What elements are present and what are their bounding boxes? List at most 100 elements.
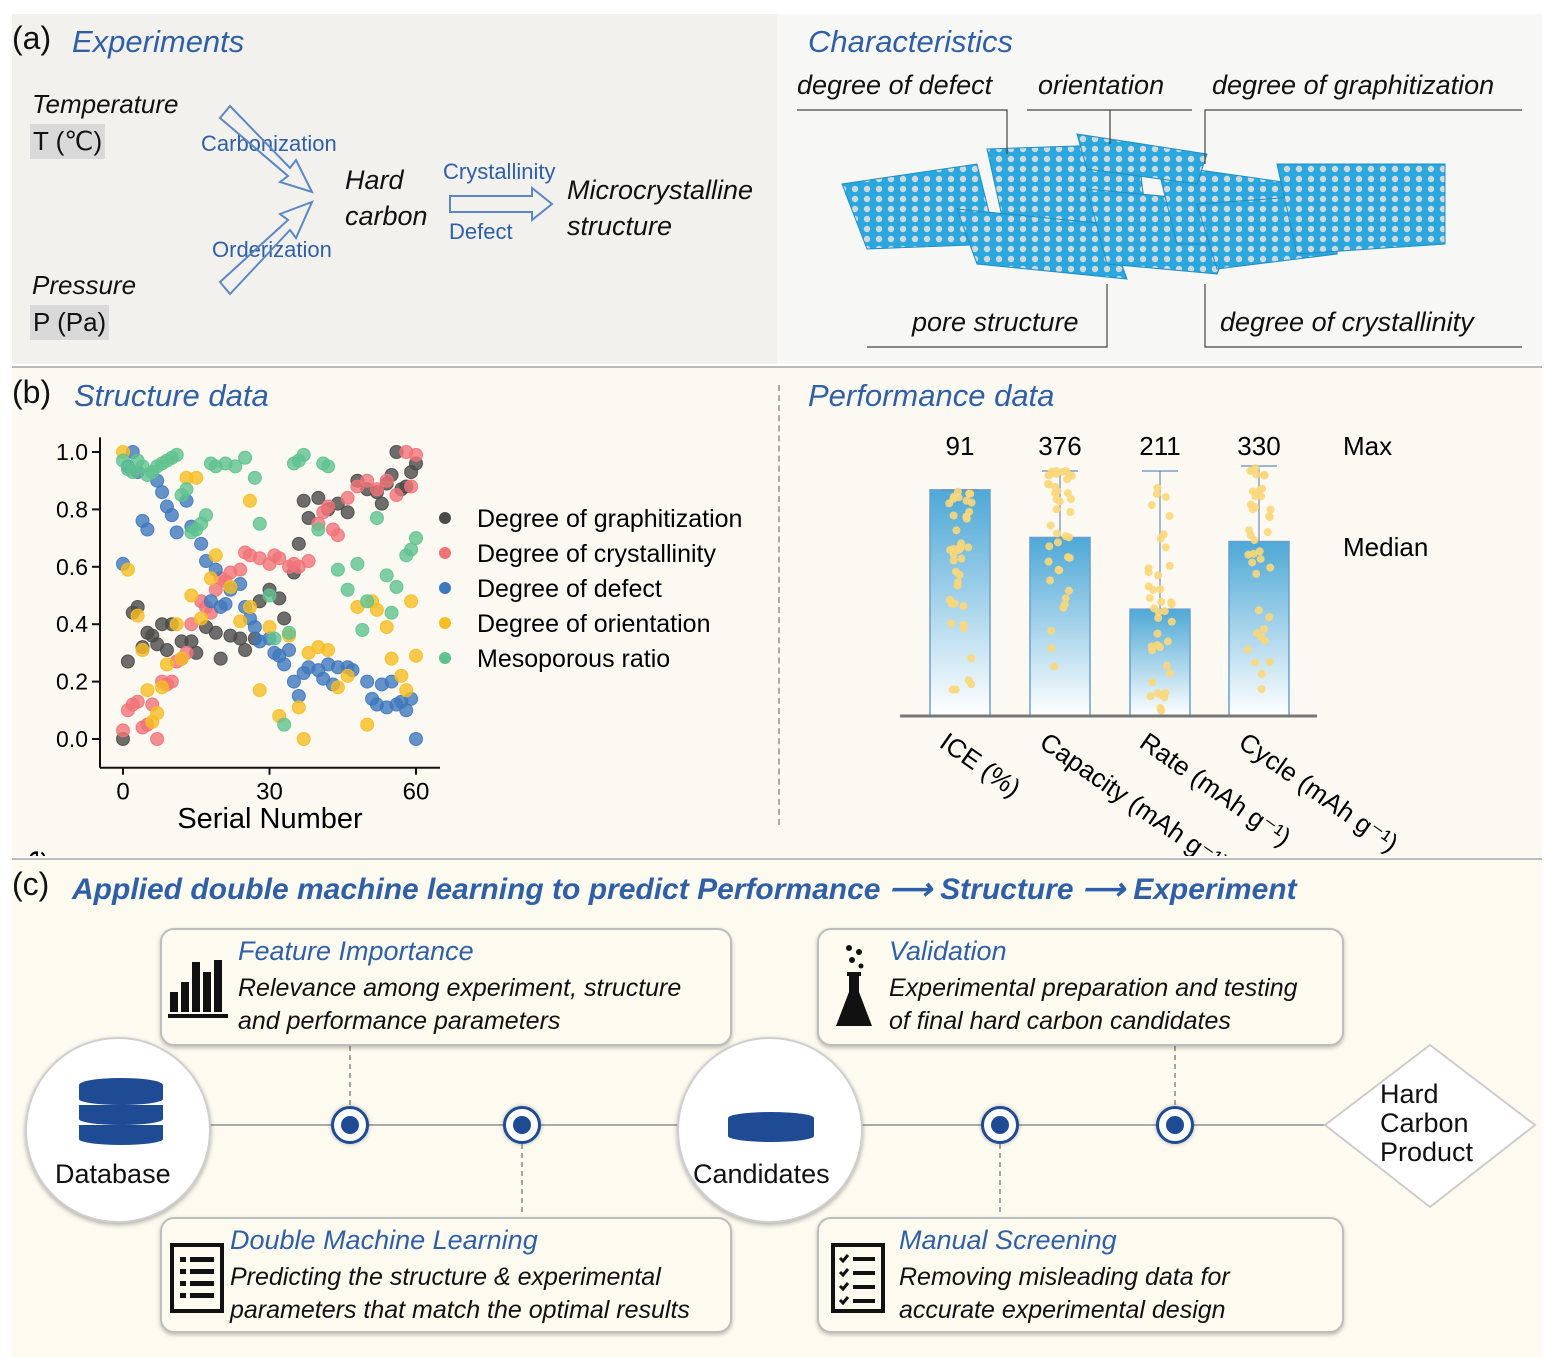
jitter-point xyxy=(1055,566,1064,575)
jitter-point xyxy=(1147,501,1156,510)
jitter-point xyxy=(1044,557,1053,566)
data-point xyxy=(218,597,233,612)
jitter-point xyxy=(966,489,975,498)
data-point xyxy=(140,683,155,698)
data-point xyxy=(399,683,414,698)
structure-scatter-chart: 0.0 0.2 0.4 0.6 0.8 1.0 0 30 60 Serial Number Norm… xyxy=(20,437,742,856)
data-point xyxy=(409,732,423,746)
jitter-point xyxy=(1050,662,1059,671)
jitter-point xyxy=(1266,505,1275,514)
jitter-point xyxy=(1053,538,1062,547)
data-point xyxy=(394,668,409,683)
workflow-node-screening xyxy=(981,1106,1019,1144)
data-point xyxy=(140,522,155,537)
data-point xyxy=(233,562,248,577)
pressure-label: Pressure xyxy=(32,270,137,300)
structure-data-title: Structure data xyxy=(74,378,269,413)
jitter-point xyxy=(1047,644,1056,653)
screening-line-2: accurate experimental design xyxy=(899,1296,1226,1324)
crystallinity-arrow-icon xyxy=(449,185,554,223)
y-tick-label: 0.0 xyxy=(56,726,88,752)
panel-a xyxy=(12,14,777,364)
jitter-point xyxy=(1250,536,1259,545)
jitter-point xyxy=(1148,646,1157,655)
validation-line-1: Experimental preparation and testing xyxy=(889,974,1298,1002)
product-label-1: Hard xyxy=(1380,1079,1439,1109)
jitter-point xyxy=(1047,626,1056,635)
jitter-point xyxy=(949,494,958,503)
jitter-point xyxy=(1144,582,1153,591)
jitter-point xyxy=(1152,489,1161,498)
char-label-pore: pore structure xyxy=(912,307,1079,337)
data-point xyxy=(369,511,384,526)
jitter-point xyxy=(1153,483,1162,492)
jitter-point xyxy=(1252,569,1261,578)
jitter-point xyxy=(1044,479,1053,488)
data-point xyxy=(369,482,384,497)
data-point xyxy=(296,447,311,462)
jitter-point xyxy=(1251,503,1260,512)
data-point xyxy=(384,651,399,666)
jitter-point xyxy=(1254,606,1263,615)
screening-title: Manual Screening xyxy=(899,1225,1117,1255)
data-point xyxy=(150,732,165,746)
data-point xyxy=(291,536,306,551)
jitter-point xyxy=(1167,617,1176,626)
data-point xyxy=(291,700,306,715)
crystallinity-label: Crystallinity xyxy=(443,159,556,184)
jitter-point xyxy=(951,685,960,694)
data-point xyxy=(404,479,419,494)
database-icon xyxy=(79,1078,163,1145)
jitter-point xyxy=(1257,633,1266,642)
jitter-point xyxy=(1255,486,1264,495)
validation-box: Validation Experimental preparation and … xyxy=(817,928,1344,1046)
jitter-point xyxy=(1266,563,1275,572)
data-point xyxy=(199,508,214,523)
jitter-point xyxy=(962,496,971,505)
jitter-point xyxy=(1154,571,1163,580)
data-point xyxy=(203,571,218,586)
data-point xyxy=(311,522,326,537)
data-point xyxy=(252,683,267,698)
data-point xyxy=(130,694,145,709)
product-label-2: Carbon xyxy=(1380,1108,1469,1138)
temperature-unit: T (℃) xyxy=(30,124,106,159)
experiments-title: Experiments xyxy=(72,24,245,59)
max-value-label: 91 xyxy=(946,431,975,461)
jitter-point xyxy=(1065,470,1074,479)
performance-data-title: Performance data xyxy=(808,378,1055,413)
y-tick-label: 0.2 xyxy=(56,669,88,695)
char-label-crystallinity: degree of crystallinity xyxy=(1220,307,1474,337)
jitter-point xyxy=(1248,558,1257,567)
jitter-point xyxy=(1161,493,1170,502)
microcrystalline-label-2: structure xyxy=(567,211,673,241)
data-point xyxy=(340,582,355,597)
data-point xyxy=(169,525,184,540)
data-point xyxy=(159,657,174,672)
dml-line-2: parameters that match the optimal result… xyxy=(230,1296,690,1324)
validation-title: Validation xyxy=(889,936,1007,966)
jitter-point xyxy=(949,511,958,520)
data-point xyxy=(409,447,423,462)
jitter-point xyxy=(1256,554,1265,563)
data-point xyxy=(321,499,336,514)
data-point xyxy=(120,562,135,577)
legend-marker xyxy=(439,512,451,524)
carbonization-label: Carbonization xyxy=(201,131,337,156)
data-point xyxy=(159,643,174,658)
data-point xyxy=(311,490,326,505)
data-point xyxy=(296,493,311,508)
data-point xyxy=(135,643,150,658)
x-tick-label: 30 xyxy=(256,779,283,806)
jitter-point xyxy=(949,556,958,565)
jitter-point xyxy=(1255,547,1264,556)
jitter-point xyxy=(1257,669,1266,678)
jitter-point xyxy=(1051,482,1060,491)
data-point xyxy=(247,620,262,635)
jitter-point xyxy=(954,545,963,554)
data-point xyxy=(360,594,375,609)
data-point xyxy=(169,447,184,462)
characteristics-title: Characteristics xyxy=(808,24,1013,59)
jitter-point xyxy=(1046,576,1055,585)
screening-line-1: Removing misleading data for xyxy=(899,1263,1230,1291)
